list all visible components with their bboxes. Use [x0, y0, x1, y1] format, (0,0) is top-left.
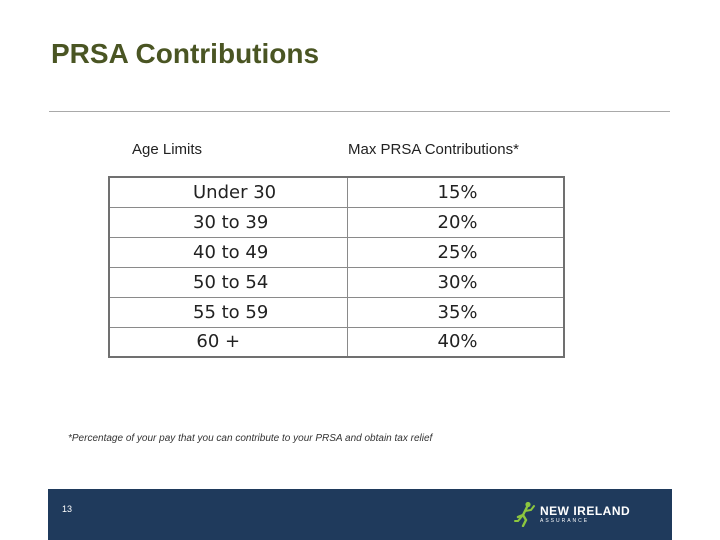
table-row: 60 + 40% [108, 326, 565, 358]
table-row: 30 to 39 20% [108, 206, 565, 238]
table-row: 40 to 49 25% [108, 236, 565, 268]
logo-subtitle: ASSURANCE [540, 517, 590, 524]
table-row: 55 to 59 35% [108, 296, 565, 328]
percentage-cell: 25% [346, 236, 565, 268]
percentage-cell: 30% [346, 266, 565, 298]
age-band-cell: 60 + [108, 326, 348, 358]
age-band-cell: 40 to 49 [108, 236, 348, 268]
column-header-max-contributions: Max PRSA Contributions* [348, 141, 519, 158]
company-logo: NEW IRELAND ASSURANCE [514, 501, 630, 527]
contribution-limits-table: Under 30 15% 30 to 39 20% 40 to 49 25% 5… [108, 176, 565, 358]
slide-title: PRSA Contributions [51, 38, 320, 69]
age-band-cell: 55 to 59 [108, 296, 348, 328]
age-band-cell: Under 30 [108, 176, 348, 208]
table-row: 50 to 54 30% [108, 266, 565, 298]
percentage-cell: 20% [346, 206, 565, 238]
title-divider [49, 111, 670, 112]
age-band-cell: 30 to 39 [108, 206, 348, 238]
footnote: *Percentage of your pay that you can con… [68, 433, 433, 444]
percentage-cell: 35% [346, 296, 565, 328]
age-band-cell: 50 to 54 [108, 266, 348, 298]
logo-name: NEW IRELAND [540, 503, 631, 518]
percentage-cell: 15% [346, 176, 565, 208]
page-number: 13 [62, 504, 73, 514]
percentage-cell: 40% [346, 326, 565, 358]
footer-bar: 13 NEW IRELAND ASSURANCE [48, 489, 672, 540]
column-header-age-limits: Age Limits [132, 141, 203, 158]
table-row: Under 30 15% [108, 176, 565, 208]
running-figure-icon [514, 501, 535, 527]
